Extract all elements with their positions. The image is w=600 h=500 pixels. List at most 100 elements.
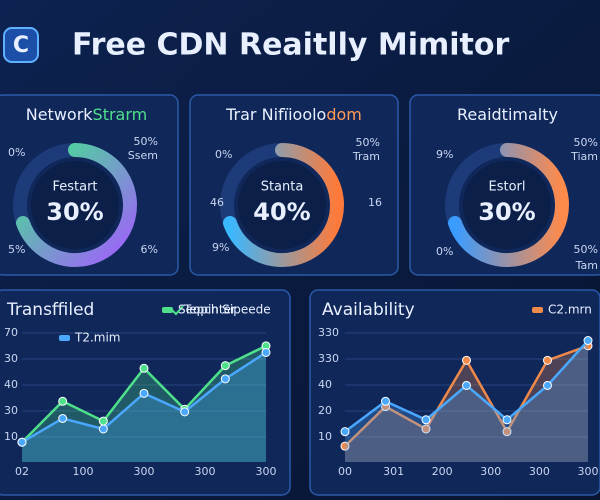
ring-arc	[223, 143, 344, 267]
legend-swatch	[162, 307, 173, 313]
point	[17, 437, 27, 447]
y-tick-label: 10	[318, 430, 332, 443]
ring-inner	[463, 161, 551, 249]
area	[22, 345, 266, 462]
gauge-label: 50%	[356, 136, 380, 149]
center-label: Stanta	[261, 180, 304, 195]
center-value: 30%	[478, 198, 535, 226]
x-tick-label: 300	[256, 465, 277, 478]
y-tick-label: 330	[318, 352, 339, 365]
y-tick-label: 30	[4, 404, 18, 417]
x-tick-label: 200	[432, 465, 453, 478]
gauge-label: 9%	[212, 241, 229, 254]
point	[502, 427, 512, 437]
point	[98, 416, 108, 426]
point	[462, 380, 471, 390]
x-tick-label: 300	[529, 465, 550, 478]
y-tick-label: 40	[4, 378, 18, 391]
legend-label: Seopinter	[178, 303, 236, 317]
x-tick-label: 300	[195, 465, 216, 478]
center-label: Festart	[52, 180, 97, 195]
ring-inner	[31, 161, 119, 249]
gauges: NetworkStrarm Festart 30% 0% 50% Ssem 5% 6% Trar…	[0, 94, 600, 276]
point	[462, 355, 471, 365]
y-tick-label: 40	[318, 378, 332, 391]
panel-title: Reaidtimalty	[457, 105, 558, 124]
y-tick-label: 20	[318, 404, 332, 417]
title: Free CDN Reaitlly Mimitor	[72, 28, 509, 63]
point	[180, 407, 190, 417]
gauge-label: 6%	[141, 243, 158, 256]
legend-check: Tepch Sipeede	[183, 303, 271, 317]
point	[58, 396, 68, 406]
point	[340, 441, 350, 451]
panel-title-a: Reaidtimalty	[457, 105, 558, 124]
gauge-label: 0%	[215, 148, 232, 161]
point	[220, 361, 230, 371]
gauge-label: 0%	[436, 245, 453, 258]
x-tick-label: 100	[73, 465, 94, 478]
charts: Transffiled 70 30 40 30 10 02 100 300 300 300 Tepch…	[0, 289, 600, 496]
point	[421, 415, 431, 425]
area	[345, 345, 588, 462]
point	[261, 347, 271, 357]
legend-swatch	[59, 335, 70, 341]
gauge-label: 16	[368, 196, 382, 209]
y-tick-label: 70	[4, 326, 18, 339]
point	[58, 413, 68, 423]
gauge-label: 50%	[574, 243, 598, 256]
point	[583, 336, 593, 346]
gauge-label: 46	[210, 196, 224, 209]
ring-arc	[448, 143, 569, 267]
panel-title-b: dom	[326, 105, 362, 124]
gauge-label: Tam	[575, 259, 598, 272]
check-icon	[171, 305, 184, 316]
point	[340, 427, 350, 437]
point	[543, 380, 552, 390]
point	[220, 374, 230, 384]
gauge-label: Ssem	[128, 149, 158, 162]
logo: C	[3, 27, 39, 63]
legend-swatch	[532, 307, 543, 313]
panel-title: NetworkStrarm	[26, 105, 148, 124]
chart-title: Availability	[322, 300, 415, 320]
panel-title-a: Network	[26, 105, 94, 124]
panel-title-a: Trar Nifïioolo	[225, 105, 326, 124]
area	[22, 352, 266, 462]
gauge-label: 0%	[8, 146, 25, 159]
panel	[309, 289, 600, 496]
panel-title: Trar Nifïioolodom	[225, 105, 362, 124]
point	[98, 424, 108, 434]
point	[139, 388, 149, 398]
y-tick-label: 30	[4, 352, 18, 365]
center-value: 30%	[46, 198, 103, 226]
x-tick-label: 300	[578, 465, 599, 478]
gauge-label: 50%	[574, 136, 598, 149]
point	[139, 363, 149, 373]
gauge-label: 9%	[436, 148, 453, 161]
point	[502, 415, 512, 425]
point	[421, 424, 431, 434]
ring-arc	[16, 143, 137, 267]
panel-title-b: Strarm	[93, 105, 148, 124]
y-tick-label: 10	[4, 430, 18, 443]
gauge-label: 5%	[8, 243, 25, 256]
x-tick-label: 02	[15, 465, 29, 478]
ring-inner	[238, 161, 326, 249]
legend-label: T2.mim	[74, 331, 121, 345]
legend-label: C2.mrn	[548, 303, 592, 317]
svg-text:C: C	[13, 33, 29, 58]
chart-title: Transffiled	[6, 300, 94, 320]
x-tick-label: 301	[383, 465, 404, 478]
x-tick-label: 00	[338, 465, 352, 478]
center-label: Estorl	[489, 180, 526, 195]
x-tick-label: 300	[134, 465, 155, 478]
x-tick-label: 300	[480, 465, 501, 478]
point	[381, 396, 390, 406]
y-tick-label: 330	[318, 326, 339, 339]
center-value: 40%	[253, 198, 310, 226]
point	[543, 355, 552, 365]
area	[345, 340, 588, 462]
